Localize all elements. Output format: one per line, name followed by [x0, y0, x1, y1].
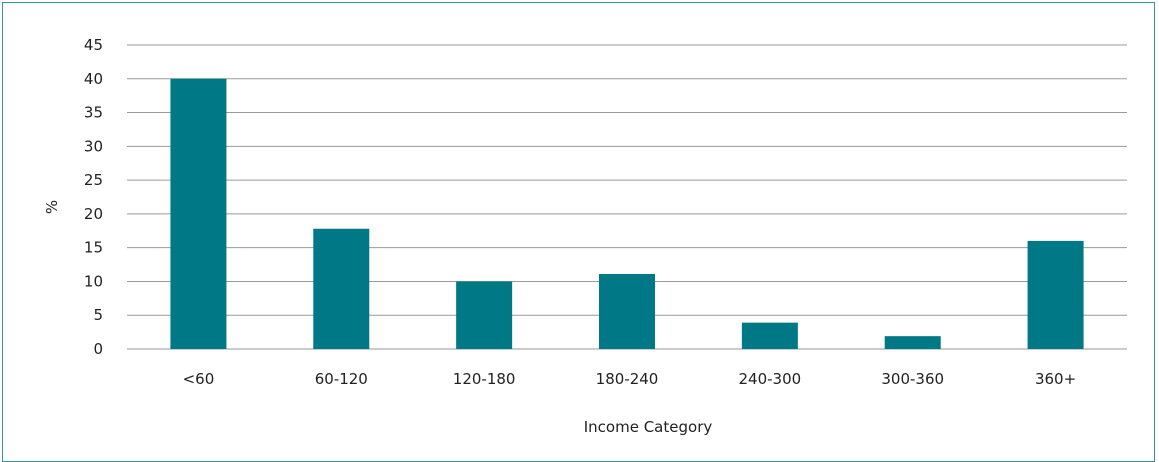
x-tick-label: 60-120	[315, 370, 368, 388]
x-tick-label: <60	[183, 370, 215, 388]
y-tick-label: 15	[84, 239, 103, 257]
bar	[884, 336, 941, 349]
gridlines	[127, 44, 1127, 350]
bar	[456, 281, 513, 349]
bar	[741, 322, 798, 349]
y-tick-label: 10	[84, 272, 103, 290]
x-tick-label: 240-300	[739, 370, 802, 388]
x-tick-label: 180-240	[596, 370, 659, 388]
bar	[170, 78, 227, 350]
x-tick-label: 300-360	[881, 370, 944, 388]
y-tick-label: 45	[84, 36, 103, 54]
x-tick-label: 120-180	[453, 370, 516, 388]
y-tick-label: 25	[84, 171, 103, 189]
y-tick-label: 40	[84, 70, 103, 88]
y-tick-label: 35	[84, 104, 103, 122]
y-axis-label: %	[43, 200, 61, 214]
y-tick-label: 0	[93, 340, 103, 358]
y-axis-ticks: 0 5 10 15 20 25 30 35 40 45	[84, 36, 103, 358]
bar	[313, 228, 370, 349]
x-axis-ticks: <60 60-120 120-180 180-240 240-300 300-360 360…	[183, 370, 1077, 388]
bar	[599, 274, 655, 349]
bar	[1027, 240, 1084, 349]
bars	[170, 78, 1084, 350]
x-tick-label: 360+	[1035, 370, 1076, 388]
y-tick-label: 5	[93, 306, 103, 324]
y-tick-label: 30	[84, 137, 103, 155]
y-tick-label: 20	[84, 205, 103, 223]
x-axis-label: Income Category	[584, 418, 713, 436]
